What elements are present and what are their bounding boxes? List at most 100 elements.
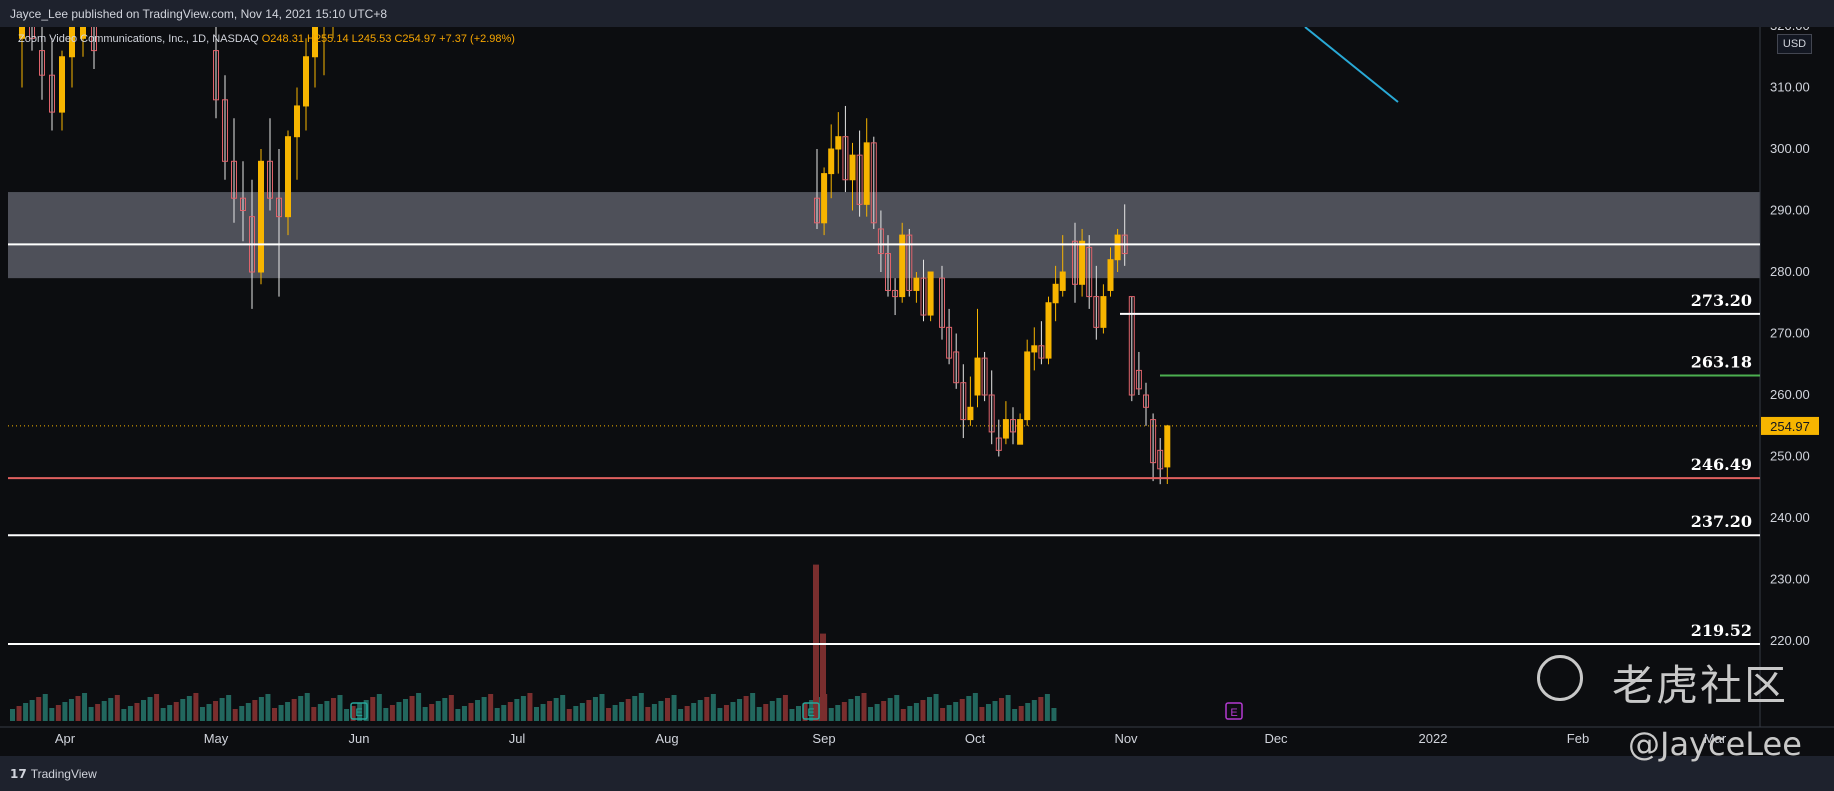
time-tick-label: Apr [55,731,76,746]
level-label: 219.52 [1691,621,1752,640]
time-tick-label: Mar [1704,731,1727,746]
price-tick-label: 280.00 [1770,264,1810,279]
candle-body [821,173,828,224]
volume-bar [167,705,173,721]
time-tick-label: Feb [1567,731,1589,746]
candle-body [877,228,884,255]
volume-bar [488,694,494,721]
volume-bar [592,697,598,721]
volume-bar [959,699,965,721]
volume-bar [520,696,526,721]
axis-layer: 220.00 230.00 240.00 250.00 260.00 270.00 280.… [0,27,1834,746]
volume-bar [68,699,74,721]
volume-bar [566,709,572,721]
volume-bar [750,693,756,721]
candle-body [1072,240,1078,285]
volume-bar [579,703,585,721]
earnings-marker-label: E [1230,707,1237,719]
tradingview-logo[interactable]: 17 TradingView [10,767,97,781]
price-tick-label: 220.00 [1770,633,1810,648]
volume-bar [16,706,22,721]
candle-body [240,197,246,211]
supply-zone-layer [8,192,1760,279]
candle-body [258,160,264,273]
volume-bar [291,699,297,721]
legend-high: H255.14 [307,33,349,45]
candle-body [276,197,282,218]
volume-bar [278,705,284,721]
volume-bar [75,696,81,721]
candle-body [312,27,318,58]
volume-bar [285,702,291,721]
volume-bar [632,696,638,721]
candle-body [974,357,981,396]
level-label: 273.20 [1691,291,1752,310]
volume-bar [245,703,251,721]
volume-bar [730,702,736,721]
volume-bar [1044,694,1050,721]
volume-bar [776,698,782,721]
volume-bar [573,706,579,721]
volume-bar [442,698,448,721]
level-label: 246.49 [1691,455,1752,474]
volume-bar [62,702,68,721]
symbol-name: Zoom Video Communications, Inc., 1D, NAS… [18,33,259,45]
candle-body [835,136,842,150]
candle-body [1002,419,1009,439]
volume-bar [540,704,546,721]
candle-body [1128,296,1135,396]
volume-bar [160,708,166,721]
volume-bar [599,694,605,721]
volume-bar [265,694,271,721]
price-tick-label: 240.00 [1770,510,1810,525]
candle-body [285,136,291,218]
time-tick-label: 2022 [1419,731,1448,746]
earnings-marker-icon [802,702,820,720]
volume-bar [383,708,389,721]
currency-button[interactable]: USD [1777,34,1812,54]
volume-bar [154,694,160,721]
volume-bar [344,709,350,721]
volume-bar [1018,706,1024,721]
volume-bar [363,700,369,721]
price-tick-label: 310.00 [1770,80,1810,95]
candle-body [863,142,870,205]
volume-bar [645,707,651,721]
volume-bar [697,700,703,721]
volume-bar [828,708,834,721]
volume-bar [678,709,684,721]
volume-bar [710,694,716,721]
volume-bars [10,564,1057,721]
candle-body [19,27,25,39]
volume-bar [350,706,356,721]
volume-bar [416,693,422,721]
volume-bar [206,704,212,721]
volume-bar [972,693,978,721]
volume-bar [226,695,232,721]
volume-bar [1051,708,1057,721]
candle-body [849,154,856,181]
volume-bar [979,707,985,721]
candle-body [1010,419,1016,433]
candle-body [953,351,960,384]
volume-bar [55,705,61,721]
candle-body [885,253,891,291]
volume-bar [835,705,841,721]
volume-bar [29,700,35,721]
legend-low: L245.53 [351,33,392,45]
volume-bar [389,705,395,721]
candle-body [892,289,899,298]
volume-bar [848,699,854,721]
community-watermark: 老虎社区 [1612,661,1789,710]
candle-body [1059,271,1066,291]
volume-bar [186,696,192,721]
volume-bar [468,703,474,721]
candle-body [1086,246,1093,298]
price-chart[interactable]: 220.00 230.00 240.00 250.00 260.00 270.00 280.… [0,27,1834,756]
horizontal-levels: 273.20 263.18 246.49 237.20 219.52 254.97 [8,27,1819,645]
candle-body [49,74,55,113]
volume-bar [42,694,48,721]
candle-body [69,27,75,58]
candle-body [1100,296,1107,328]
volume-bar [134,703,140,721]
